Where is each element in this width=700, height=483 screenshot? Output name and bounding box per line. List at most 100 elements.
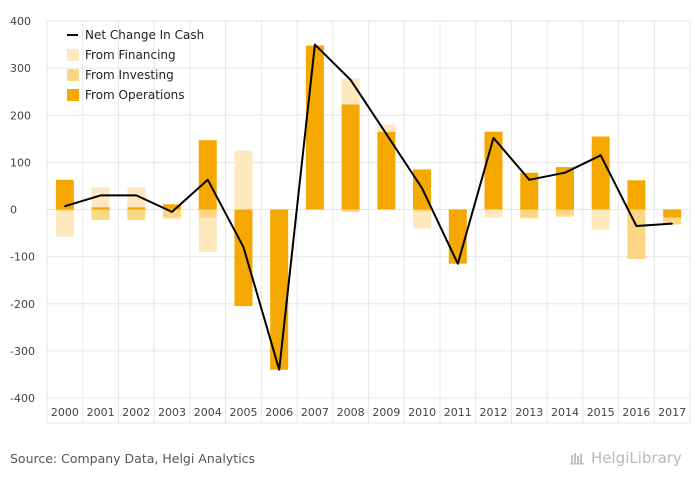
x-tick-label: 2002 — [122, 406, 150, 419]
bar-from-operations-2017 — [663, 209, 682, 218]
net-change-point-2000 — [64, 205, 66, 208]
bar-from-operations-2007 — [305, 45, 324, 210]
bar-from-investing-2000 — [55, 209, 74, 211]
x-tick-label: 2013 — [515, 406, 543, 419]
legend: Net Change In Cash From Financing From Inv… — [67, 28, 204, 102]
bar-from-financing-2012 — [484, 209, 503, 218]
net-change-point-2017 — [671, 222, 673, 225]
bar-from-investing-2014 — [555, 209, 574, 216]
x-tick-label: 2016 — [622, 406, 650, 419]
bar-from-investing-2017 — [663, 217, 682, 225]
bar-from-operations-2000 — [55, 179, 74, 210]
bar-from-investing-2010 — [413, 209, 432, 212]
x-tick-label: 2012 — [480, 406, 508, 419]
bar-from-operations-2012 — [484, 131, 503, 210]
legend-label-net-change-in-cash: Net Change In Cash — [85, 28, 204, 42]
net-change-point-2010 — [421, 187, 423, 190]
legend-label-from-operations: From Operations — [85, 88, 185, 102]
grid-lines — [46, 20, 691, 423]
bar-from-operations-2014 — [555, 167, 574, 210]
bar-from-investing-2008 — [341, 209, 360, 212]
y-tick-label: 200 — [10, 109, 31, 122]
y-tick-label: -400 — [10, 392, 35, 405]
brand-logo: HelgiLibrary — [570, 449, 682, 467]
x-axis: 2000 2001 2002 2003 2004 2005 2006 2007 2008 2009… — [47, 406, 690, 424]
bar-from-financing-2013 — [520, 217, 539, 219]
legend-label-from-investing: From Investing — [85, 68, 174, 82]
net-change-point-2008 — [349, 79, 352, 81]
legend-swatch-from-operations — [67, 89, 79, 101]
legend-label-from-financing: From Financing — [85, 48, 176, 62]
x-tick-label: 2017 — [658, 406, 686, 419]
x-tick-label: 2010 — [408, 406, 436, 419]
source-note: Source: Company Data, Helgi Analytics — [10, 451, 256, 466]
net-change-point-2014 — [564, 171, 566, 174]
bar-from-investing-2016 — [627, 209, 646, 259]
y-tick-label: -200 — [10, 298, 35, 311]
net-change-point-2002 — [135, 194, 138, 197]
y-tick-label: -100 — [10, 251, 35, 264]
bar-from-operations-2004 — [198, 140, 217, 210]
x-tick-label: 2014 — [551, 406, 579, 419]
bar-from-operations-2002 — [127, 207, 146, 210]
bar-from-financing-2005 — [234, 150, 253, 210]
net-change-point-2004 — [206, 179, 209, 181]
net-change-point-2009 — [385, 133, 388, 135]
x-tick-label: 2006 — [265, 406, 293, 419]
bar-from-financing-2002 — [127, 187, 146, 208]
bar-from-operations-2015 — [591, 136, 610, 210]
net-change-line — [64, 43, 673, 371]
bar-from-operations-2008 — [341, 104, 360, 210]
bar-from-investing-2013 — [520, 209, 539, 218]
x-tick-label: 2011 — [444, 406, 472, 419]
bar-from-investing-2003 — [163, 209, 182, 218]
x-tick-label: 2003 — [158, 406, 186, 419]
bar-from-financing-2008 — [341, 78, 360, 105]
net-change-point-2011 — [457, 262, 459, 265]
net-change-in-cash-line — [64, 43, 673, 371]
net-change-point-2006 — [278, 368, 280, 371]
net-change-point-2007 — [314, 43, 316, 46]
net-change-point-2012 — [492, 137, 495, 139]
bar-from-investing-2004 — [198, 209, 217, 218]
y-tick-label: 400 — [10, 15, 31, 28]
net-change-point-2005 — [242, 246, 245, 248]
net-change-point-2015 — [599, 154, 602, 157]
bar-from-financing-2014 — [555, 215, 574, 218]
bar-from-operations-2009 — [377, 131, 396, 210]
bar-from-operations-2011 — [448, 209, 467, 264]
x-tick-label: 2015 — [587, 406, 615, 419]
legend-swatch-from-investing — [67, 69, 79, 81]
x-tick-label: 2007 — [301, 406, 329, 419]
x-tick-label: 2000 — [51, 406, 79, 419]
bar-from-investing-2002 — [127, 209, 146, 220]
net-change-point-2003 — [171, 211, 173, 213]
bar-from-financing-2015 — [591, 209, 610, 230]
net-change-point-2016 — [635, 225, 638, 227]
bar-from-financing-2001 — [91, 187, 110, 208]
x-tick-label: 2004 — [194, 406, 222, 419]
x-tick-label: 2001 — [87, 406, 115, 419]
net-change-point-2001 — [99, 194, 102, 197]
bar-from-operations-2016 — [627, 180, 646, 210]
legend-swatch-from-financing — [67, 49, 79, 61]
y-tick-label: 300 — [10, 62, 31, 75]
bar-from-investing-2001 — [91, 209, 110, 220]
y-tick-label: -300 — [10, 345, 35, 358]
x-tick-label: 2009 — [372, 406, 400, 419]
bar-from-financing-2010 — [413, 211, 432, 229]
y-tick-label: 100 — [10, 156, 31, 169]
y-tick-label: 0 — [10, 204, 17, 217]
brand-name: HelgiLibrary — [591, 449, 682, 467]
bar-from-financing-2009 — [377, 124, 396, 132]
brand-library-icon — [570, 453, 584, 465]
bar-from-operations-2003 — [163, 204, 182, 210]
y-axis: 400 300 200 100 0 -100 -200 -300 -400 — [10, 15, 35, 405]
bar-from-operations-2005 — [234, 209, 253, 307]
x-tick-label: 2005 — [229, 406, 257, 419]
x-tick-label: 2008 — [337, 406, 365, 419]
bar-from-operations-2013 — [520, 172, 539, 210]
bar-from-financing-2003 — [163, 217, 182, 219]
